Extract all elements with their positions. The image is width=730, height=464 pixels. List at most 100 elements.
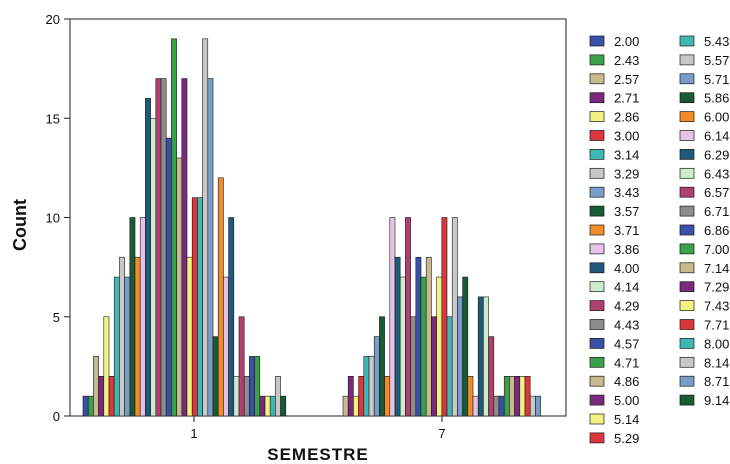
bar — [124, 276, 131, 417]
bar — [535, 395, 541, 417]
bar — [129, 217, 136, 417]
bar — [217, 177, 224, 417]
bar — [181, 78, 188, 417]
legend-label: 5.43 — [704, 34, 729, 49]
legend-label: 3.00 — [614, 129, 639, 144]
legend-swatch — [589, 319, 605, 330]
legend-label: 5.86 — [704, 91, 729, 106]
legend-label: 2.43 — [614, 53, 639, 68]
bar — [145, 98, 151, 417]
bar — [280, 395, 287, 417]
legend-label: 6.29 — [704, 147, 729, 162]
bar — [399, 276, 406, 417]
bar — [503, 375, 510, 417]
legend-swatch — [679, 243, 695, 255]
bar — [425, 256, 432, 417]
legend-label: 8.71 — [704, 374, 729, 389]
bar — [259, 395, 266, 417]
legend-label: 3.86 — [614, 242, 639, 257]
legend-swatch — [679, 73, 695, 85]
bar — [431, 316, 437, 417]
y-tick-label: 10 — [46, 211, 60, 226]
bar — [176, 157, 183, 417]
legend-swatch — [589, 243, 605, 255]
bar — [264, 395, 271, 417]
legend-swatch — [589, 338, 605, 349]
x-axis-title: SEMESTRE — [267, 445, 369, 464]
legend-swatch — [679, 186, 695, 198]
bar — [415, 256, 422, 417]
legend-swatch — [679, 111, 695, 122]
legend-swatch — [589, 92, 605, 104]
bar — [436, 276, 443, 417]
legend-label: 6.57 — [704, 185, 729, 200]
bar — [488, 336, 495, 417]
legend-swatch — [679, 130, 695, 141]
legend-label: 4.43 — [614, 318, 639, 333]
legend-swatch — [589, 281, 605, 293]
bar — [233, 375, 240, 417]
legend-swatch — [679, 167, 695, 179]
bar — [379, 316, 385, 417]
bar — [269, 395, 276, 417]
legend-label: 7.43 — [704, 299, 729, 314]
legend-swatch — [679, 224, 695, 236]
bar — [472, 395, 479, 417]
legend-label: 4.86 — [614, 374, 639, 389]
y-tick-label: 0 — [53, 409, 60, 424]
bar — [467, 375, 474, 417]
legend-label: 5.57 — [704, 53, 729, 68]
legend-label: 3.43 — [614, 185, 639, 200]
y-tick-label: 15 — [46, 111, 60, 126]
bar — [483, 296, 489, 417]
bar — [493, 395, 500, 417]
bar — [363, 356, 370, 417]
bar — [384, 375, 391, 417]
legend-swatch — [589, 130, 605, 141]
legend-label: 8.00 — [704, 336, 729, 351]
legend-label: 6.43 — [704, 166, 729, 181]
bar — [457, 296, 463, 417]
bar — [368, 356, 375, 417]
bar — [82, 395, 89, 417]
legend-label: 5.71 — [704, 72, 729, 87]
legend-swatch — [679, 375, 695, 387]
bar — [212, 336, 219, 417]
legend-label: 7.14 — [704, 261, 729, 276]
bar — [155, 78, 162, 417]
bar — [87, 395, 94, 417]
bar — [451, 217, 458, 417]
legend-swatch — [679, 281, 695, 293]
bar — [113, 276, 120, 417]
legend-swatch — [679, 319, 695, 330]
chart-axes: 0 5 10 15 20 1 7 — [46, 12, 567, 441]
legend-swatch — [589, 413, 605, 425]
x-tick-label: 7 — [438, 426, 445, 441]
legend-swatch — [589, 35, 605, 47]
legend-label: 7.00 — [704, 242, 729, 257]
bar — [207, 78, 214, 417]
legend-swatch — [589, 149, 605, 160]
bar — [373, 336, 380, 417]
bar — [358, 375, 365, 417]
legend-label: 6.00 — [704, 110, 729, 125]
bar — [509, 375, 515, 417]
bar — [420, 276, 427, 417]
bar — [389, 217, 396, 417]
bar — [228, 217, 235, 417]
legend-swatch — [679, 149, 695, 160]
legend-label: 4.29 — [614, 299, 639, 314]
legend-swatch — [679, 300, 695, 311]
y-axis-title: Count — [10, 199, 30, 251]
bar — [529, 395, 536, 417]
legend-swatch — [679, 262, 695, 274]
legend-label: 9.14 — [704, 393, 729, 408]
legend-swatch — [589, 167, 605, 179]
bar — [477, 296, 484, 417]
legend-label: 5.29 — [614, 431, 639, 446]
legend-swatch — [589, 300, 605, 311]
legend-label: 5.14 — [614, 412, 639, 427]
legend-swatch — [589, 54, 605, 66]
bar — [249, 356, 255, 417]
